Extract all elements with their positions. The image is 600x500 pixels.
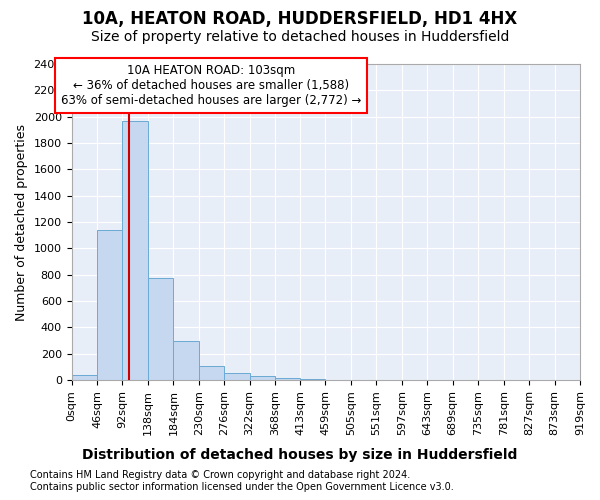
Text: Contains public sector information licensed under the Open Government Licence v3: Contains public sector information licen…: [30, 482, 454, 492]
Text: 10A HEATON ROAD: 103sqm
← 36% of detached houses are smaller (1,588)
63% of semi: 10A HEATON ROAD: 103sqm ← 36% of detache…: [61, 64, 361, 107]
Bar: [173, 340, 199, 380]
Bar: [250, 376, 275, 380]
Bar: [71, 375, 97, 380]
Bar: [122, 120, 148, 380]
Text: 10A, HEATON ROAD, HUDDERSFIELD, HD1 4HX: 10A, HEATON ROAD, HUDDERSFIELD, HD1 4HX: [82, 10, 518, 28]
Bar: [275, 378, 300, 380]
Text: Size of property relative to detached houses in Huddersfield: Size of property relative to detached ho…: [91, 30, 509, 44]
Text: Contains HM Land Registry data © Crown copyright and database right 2024.: Contains HM Land Registry data © Crown c…: [30, 470, 410, 480]
Bar: [224, 373, 250, 380]
Bar: [148, 278, 173, 380]
Bar: [97, 230, 122, 380]
Y-axis label: Number of detached properties: Number of detached properties: [15, 124, 28, 320]
Text: Distribution of detached houses by size in Huddersfield: Distribution of detached houses by size …: [82, 448, 518, 462]
Bar: [199, 366, 224, 380]
